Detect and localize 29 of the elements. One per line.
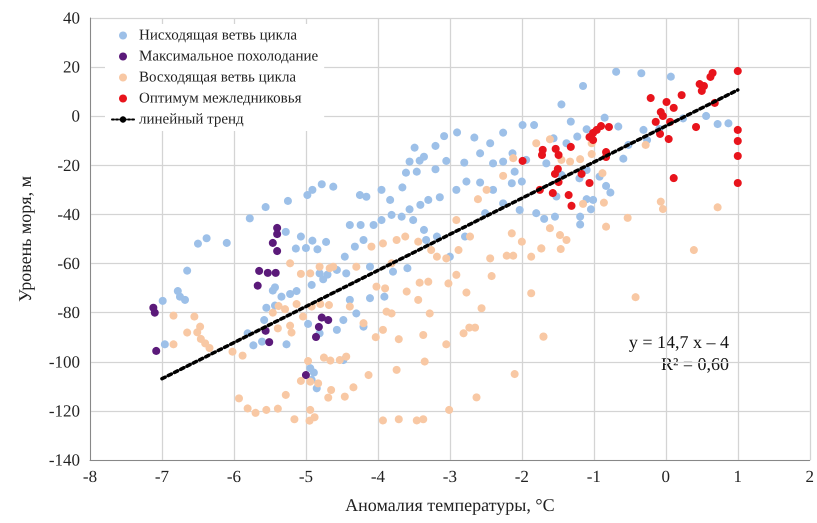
x-tick-label: -4 [370,467,386,486]
x-tick-label: -1 [586,467,601,486]
x-tick-label: 2 [806,467,814,486]
annotation: y = 14,7 x – 4 [628,332,729,352]
y-tick-label: 20 [63,58,80,77]
x-tick-label: -2 [514,467,529,486]
x-tick-label: -7 [154,467,170,486]
x-tick-label: -3 [442,467,457,486]
x-tick-label: 0 [662,467,670,486]
legend-label: линейный тренд [139,112,244,128]
legend-label: Оптимум межледниковья [139,90,302,106]
x-tick-label: -8 [82,467,98,486]
y-axis-title: Уровень моря, м [15,176,35,302]
y-tick-label: 40 [63,8,80,28]
y-tick-label: -80 [57,303,80,322]
y-tick-label: -60 [57,254,80,274]
legend-label: Максимальное похолодание [139,48,318,64]
y-tick-label: -20 [57,156,80,175]
y-tick-label: -100 [48,352,80,372]
y-tick-label: -140 [48,450,80,470]
x-tick-label: 1 [734,467,742,486]
x-tick-label: -5 [298,467,314,486]
y-tick-label: -120 [48,401,80,420]
legend-label: Восходящая ветвь цикла [139,70,296,86]
x-tick-label: -6 [226,467,242,486]
y-tick-label: 0 [72,106,80,126]
x-axis-title: Аномалия температуры, °C [345,495,555,515]
y-tick-label: -40 [57,204,80,224]
legend-label: Нисходящая ветвь цикла [139,28,298,44]
